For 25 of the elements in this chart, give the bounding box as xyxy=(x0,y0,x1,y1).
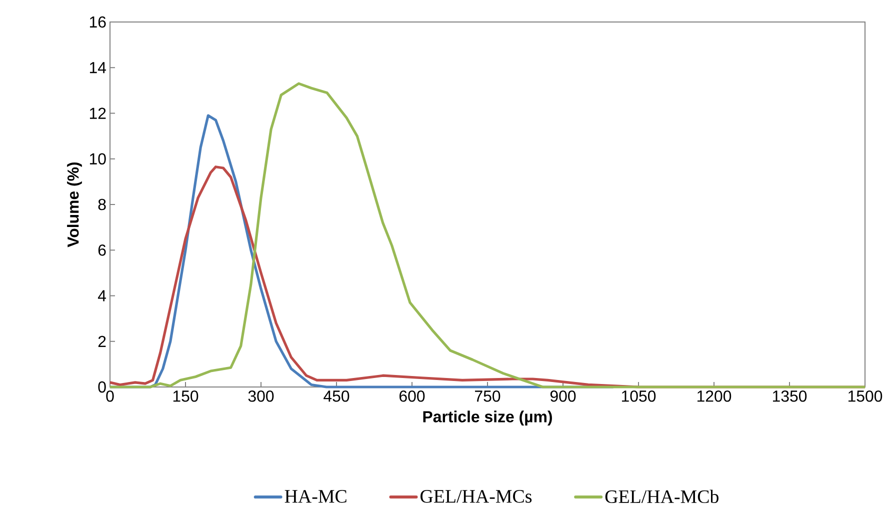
x-tick-label: 300 xyxy=(248,390,274,402)
legend-label: HA-MC xyxy=(284,490,346,503)
x-tick-label: 750 xyxy=(475,390,500,402)
y-tick-label: 10 xyxy=(90,153,106,165)
y-tick-label: 6 xyxy=(98,244,106,256)
x-tick-label: 1200 xyxy=(697,390,732,402)
y-tick-label: 14 xyxy=(90,62,106,74)
x-tick-label: 0 xyxy=(106,390,114,402)
y-axis-title: Volume (%) xyxy=(67,162,82,248)
y-tick-label: 12 xyxy=(90,108,106,119)
x-tick-label: 150 xyxy=(173,390,198,402)
x-tick-label: 1500 xyxy=(848,390,882,402)
x-axis-title: Particle size (µm) xyxy=(423,410,552,426)
y-tick-label: 0 xyxy=(98,381,106,393)
y-tick-label: 8 xyxy=(98,198,106,210)
x-tick-label: 900 xyxy=(550,390,576,402)
legend-label: GEL/HA-MCb xyxy=(605,490,718,504)
x-tick-label: 450 xyxy=(324,390,350,402)
legend-label: GEL/HA-MCs xyxy=(420,490,532,503)
x-tick-label: 1350 xyxy=(772,390,807,402)
y-tick-label: 2 xyxy=(98,336,106,347)
y-tick-label: 4 xyxy=(98,290,106,302)
x-tick-label: 600 xyxy=(400,390,425,402)
x-tick-label: 1050 xyxy=(622,390,656,402)
y-tick-label: 16 xyxy=(90,16,106,28)
